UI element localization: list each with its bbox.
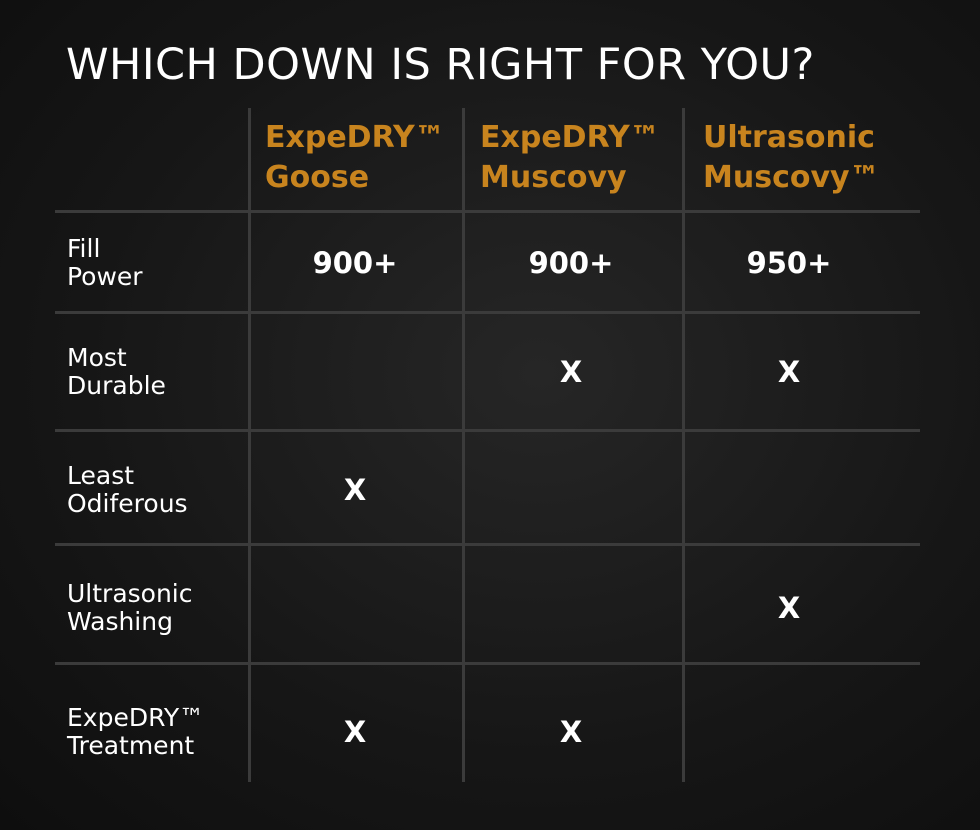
cell-value: X bbox=[559, 355, 583, 389]
row-label: Least bbox=[67, 461, 135, 490]
column-header: ExpeDRY™ bbox=[265, 120, 445, 155]
row-label: Odiferous bbox=[67, 489, 188, 518]
cell-value: X bbox=[777, 591, 801, 625]
column-divider bbox=[248, 108, 251, 782]
column-header: Muscovy™ bbox=[703, 160, 880, 195]
column-divider bbox=[682, 108, 685, 782]
title: WHICH DOWN IS RIGHT FOR YOU? bbox=[66, 40, 815, 90]
column-divider bbox=[462, 108, 465, 782]
row-label: Ultrasonic bbox=[67, 579, 193, 608]
row-divider bbox=[55, 210, 920, 213]
cell-value: 900+ bbox=[312, 246, 398, 280]
row-label: Washing bbox=[67, 607, 173, 636]
column-header: Muscovy bbox=[480, 160, 627, 195]
row-divider bbox=[55, 429, 920, 432]
row-divider bbox=[55, 311, 920, 314]
cell-value: X bbox=[343, 473, 367, 507]
column-header: Ultrasonic bbox=[703, 120, 875, 155]
cell-value: 900+ bbox=[528, 246, 614, 280]
cell-value: X bbox=[559, 715, 583, 749]
row-label: Power bbox=[67, 262, 143, 291]
row-label: Treatment bbox=[67, 731, 195, 760]
row-label: ExpeDRY™ bbox=[67, 703, 205, 732]
column-header: Goose bbox=[265, 160, 370, 195]
row-divider bbox=[55, 662, 920, 665]
row-label: Fill bbox=[67, 234, 101, 263]
cell-value: X bbox=[777, 355, 801, 389]
column-header: ExpeDRY™ bbox=[480, 120, 660, 155]
row-divider bbox=[55, 543, 920, 546]
cell-value: 950+ bbox=[746, 246, 832, 280]
row-label: Durable bbox=[67, 371, 166, 400]
row-label: Most bbox=[67, 343, 127, 372]
cell-value: X bbox=[343, 715, 367, 749]
